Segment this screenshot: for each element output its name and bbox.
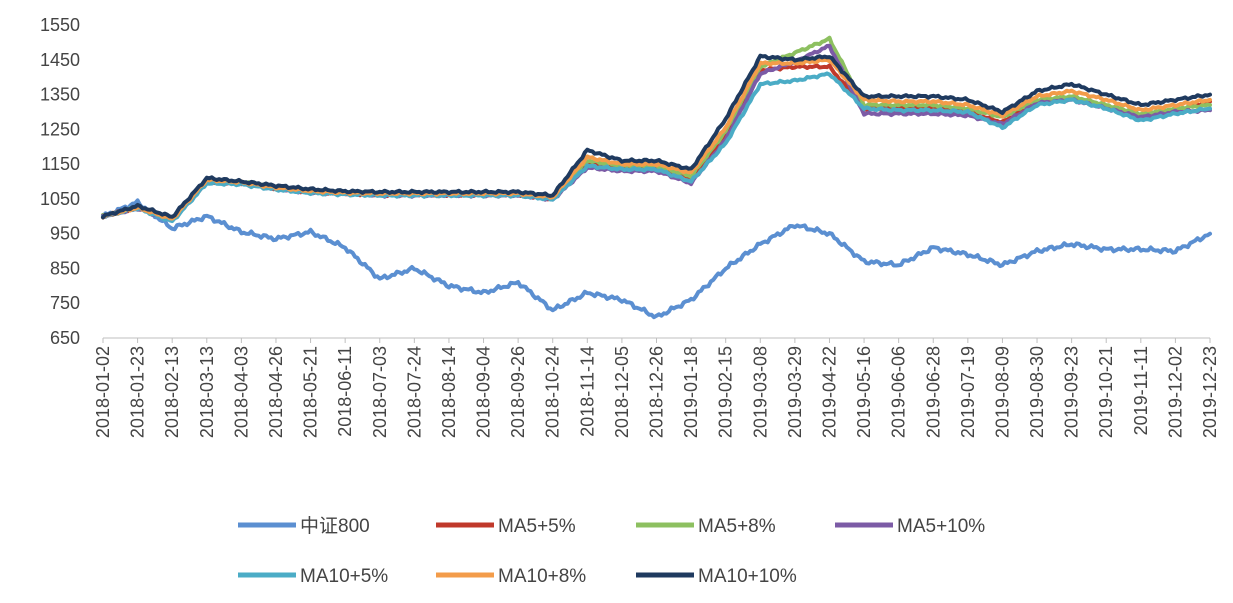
x-tick-label: 2019-02-15	[716, 346, 736, 438]
y-tick-label: 1250	[40, 119, 80, 139]
series-line	[101, 57, 1212, 221]
legend-label: MA5+5%	[498, 516, 576, 537]
x-tick-label: 2018-10-24	[543, 346, 563, 438]
x-tick-label: 2019-05-16	[854, 346, 874, 438]
legend: 中证800 MA5+5% MA5+8% MA5+10% MA10+5% MA10+8% MA…	[238, 515, 985, 587]
y-axis-ticks: 650 750 850 950 1050 1150 1250 1350 1450 1550	[40, 15, 80, 348]
x-tick-label: 2019-04-22	[819, 346, 839, 438]
x-tick-label: 2018-11-14	[577, 346, 597, 437]
legend-label: MA10+8%	[498, 566, 586, 587]
y-tick-label: 1150	[41, 154, 80, 174]
x-tick-label: 2018-01-02	[93, 346, 113, 438]
y-tick-label: 950	[50, 224, 80, 244]
x-tick-label: 2018-08-14	[439, 346, 459, 438]
x-tick-label: 2018-07-03	[370, 346, 390, 438]
x-tick-label: 2018-01-23	[128, 346, 148, 438]
y-tick-label: 750	[50, 293, 80, 313]
x-tick-label: 2019-12-23	[1200, 346, 1220, 438]
x-tick-label: 2018-06-11	[335, 346, 355, 437]
y-tick-label: 850	[50, 258, 80, 278]
series-line	[101, 198, 1212, 320]
x-tick-label: 2019-01-18	[681, 346, 701, 438]
x-tick-label: 2018-02-13	[162, 346, 182, 438]
x-tick-label: 2019-12-02	[1165, 346, 1185, 438]
y-tick-label: 650	[50, 328, 80, 348]
legend-label: MA10+5%	[300, 566, 388, 587]
x-tick-label: 2018-04-03	[231, 346, 251, 438]
x-tick-label: 2019-03-29	[785, 346, 805, 438]
x-tick-label: 2019-10-21	[1096, 346, 1116, 438]
x-tick-label: 2019-08-09	[992, 346, 1012, 438]
x-tick-label: 2019-07-19	[958, 346, 978, 438]
y-tick-label: 1350	[40, 85, 80, 105]
x-tick-label: 2018-12-05	[612, 346, 632, 438]
x-tick-label: 2019-06-06	[889, 346, 909, 438]
legend-label: MA10+10%	[698, 566, 797, 587]
legend-label: MA5+10%	[897, 516, 985, 537]
series-line	[101, 53, 1212, 220]
x-tick-label: 2018-07-24	[404, 346, 424, 438]
x-tick-label: 2018-12-26	[647, 346, 667, 438]
legend-label: MA5+8%	[698, 516, 776, 537]
x-tick-label: 2018-04-26	[266, 346, 286, 438]
x-tick-label: 2019-09-23	[1062, 346, 1082, 438]
series-line	[101, 43, 1212, 223]
y-tick-label: 1050	[40, 189, 80, 209]
x-tick-label: 2019-11-11	[1131, 346, 1151, 435]
x-tick-label: 2018-09-04	[474, 346, 494, 438]
x-tick-label: 2018-03-13	[197, 346, 217, 438]
x-tick-label: 2019-06-28	[923, 346, 943, 438]
y-tick-label: 1450	[40, 50, 80, 70]
x-axis: 2018-01-02 2018-01-23 2018-02-13 2018-03-13…	[93, 337, 1220, 438]
x-tick-label: 2019-08-30	[1027, 346, 1047, 438]
y-tick-label: 1550	[40, 15, 80, 35]
series-lines	[101, 35, 1212, 320]
series-line	[101, 35, 1212, 222]
x-tick-label: 2018-05-21	[301, 346, 321, 438]
legend-label: 中证800	[300, 515, 370, 537]
x-tick-label: 2018-09-26	[508, 346, 528, 438]
x-tick-label: 2019-03-08	[750, 346, 770, 438]
